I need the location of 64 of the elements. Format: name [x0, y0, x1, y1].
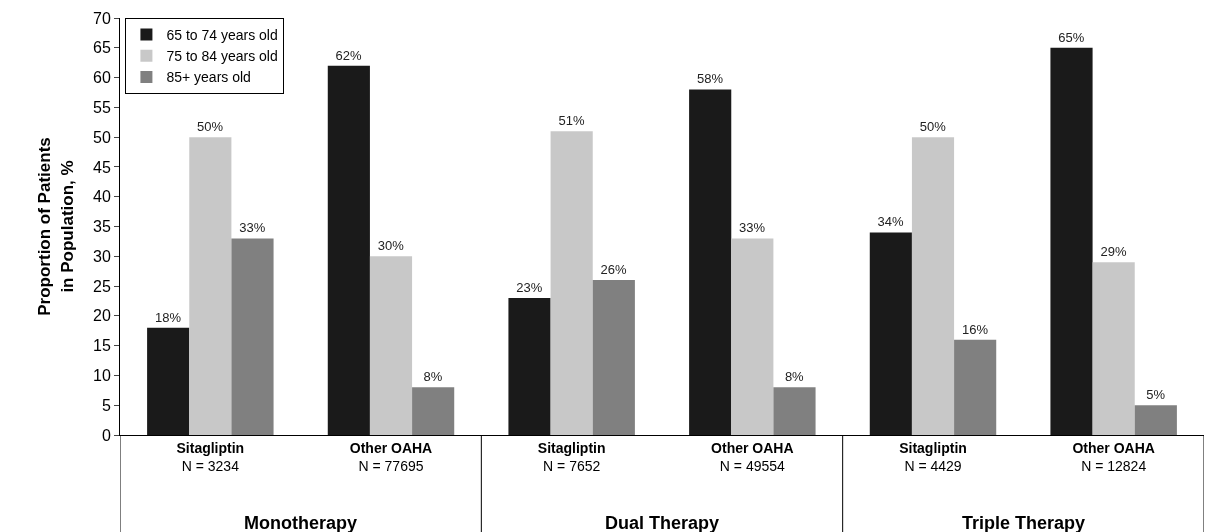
y-tick-label: 5 [101, 396, 111, 414]
x-tick-label: Other OAHA N = 49554 [711, 439, 794, 474]
y-tick-label: 25 [93, 277, 111, 295]
text: Monotherapy [244, 513, 358, 532]
y-tick-label: 65 [93, 39, 111, 57]
y-tick-label: 70 [93, 9, 111, 27]
x-tick-label: Sitagliptin N = 4429 [899, 439, 967, 474]
x-tick-label: Sitagliptin N = 3234 [176, 439, 245, 474]
y-tick-label: 0 [101, 426, 111, 444]
bar [869, 232, 912, 435]
y-axis-title: Proportion of Patients in Population, % [35, 137, 77, 316]
y-tick-label: 60 [93, 69, 111, 87]
y-tick-label: 40 [93, 188, 111, 206]
data-label: 23% [516, 279, 543, 295]
bar [689, 89, 732, 435]
bar [508, 297, 551, 435]
data-label: 50% [919, 119, 947, 135]
legend-label: 75 to 84 years old [166, 48, 278, 65]
data-label: 65% [1058, 29, 1085, 45]
y-tick-label: 30 [93, 247, 111, 265]
bar [550, 131, 593, 435]
y-tick-label: 15 [93, 337, 111, 355]
legend-label: 85+ years old [166, 69, 251, 86]
x-tick-label: Other OAHA N = 12824 [1072, 439, 1155, 474]
data-label: 33% [239, 220, 266, 236]
data-label: 8% [784, 369, 805, 385]
bar [369, 256, 413, 435]
y-tick-label: 10 [93, 367, 111, 385]
data-label: 62% [335, 47, 363, 63]
bar [773, 387, 816, 435]
y-tick-label: 35 [93, 218, 111, 236]
data-label: 29% [1100, 244, 1127, 260]
data-label: 16% [961, 321, 989, 337]
data-label: 50% [197, 119, 224, 135]
bar [592, 280, 635, 435]
text: Dual Therapy [605, 513, 720, 532]
y-tick-label: 55 [93, 98, 111, 116]
bar [1134, 405, 1177, 435]
bar [147, 327, 190, 435]
bar [1050, 47, 1093, 435]
data-label: 8% [423, 369, 443, 385]
data-label: 33% [739, 220, 766, 236]
bar [731, 238, 774, 435]
y-tick-label: 50 [93, 128, 111, 146]
data-label: 34% [877, 214, 905, 230]
y-tick-label: 45 [93, 158, 111, 176]
x-tick-label: Other OAHA N = 77695 [349, 439, 433, 474]
x-tick-label: Sitagliptin N = 7652 [537, 439, 606, 474]
data-label: 26% [600, 262, 628, 278]
bar [1092, 262, 1135, 435]
bar [412, 387, 455, 435]
y-tick-label: 20 [93, 307, 111, 325]
data-label: 18% [154, 309, 182, 325]
bar [954, 339, 997, 435]
data-label: 5% [1146, 387, 1166, 403]
bar [911, 137, 955, 435]
bar [231, 238, 274, 435]
text: Triple Therapy [962, 513, 1086, 532]
bar [189, 137, 232, 435]
data-label: 30% [377, 238, 405, 254]
data-label: 51% [558, 113, 585, 129]
data-label: 58% [696, 71, 724, 87]
legend-label: 65 to 74 years old [166, 27, 278, 44]
bar [327, 65, 370, 435]
